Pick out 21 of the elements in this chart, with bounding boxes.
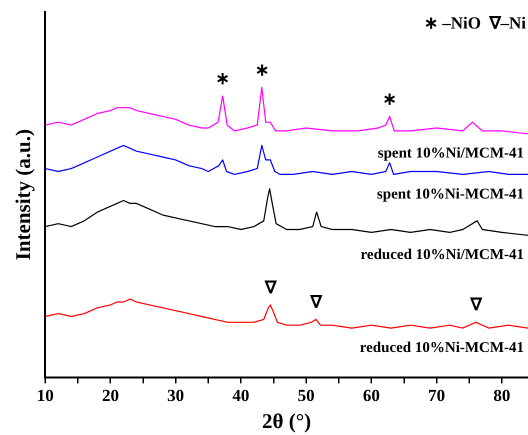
annotation: ∗ xyxy=(254,60,269,80)
y-axis-title: Intensity (a.u.) xyxy=(11,129,36,260)
annotation: ∗ xyxy=(382,89,397,108)
series-label: reduced 10%Ni-MCM-41 xyxy=(360,340,524,356)
x-tick-label: 10 xyxy=(36,386,54,405)
annotation: ∗ xyxy=(216,68,230,88)
series-label: spent 10%Ni/MCM-41 xyxy=(378,146,524,162)
x-tick-label: 80 xyxy=(493,386,510,405)
series-label: spent 10%Ni-MCM-41 xyxy=(376,186,524,202)
x-tick-label: 50 xyxy=(298,386,315,405)
x-tick-label: 40 xyxy=(232,386,250,405)
text: ∗ –NiO ∇–Ni xyxy=(424,13,526,32)
x-tick-label: 70 xyxy=(428,386,446,405)
x-tick-label: 60 xyxy=(362,386,380,405)
annotation: ∇ xyxy=(264,278,277,297)
series-label: reduced 10%Ni/MCM-41 xyxy=(360,247,524,264)
x-tick-label: 20 xyxy=(102,386,119,405)
x-axis-title: 2θ (°) xyxy=(262,408,312,433)
annotation: ∇ xyxy=(469,295,482,314)
annotation: ∇ xyxy=(309,292,322,312)
x-tick-label: 30 xyxy=(167,386,184,405)
